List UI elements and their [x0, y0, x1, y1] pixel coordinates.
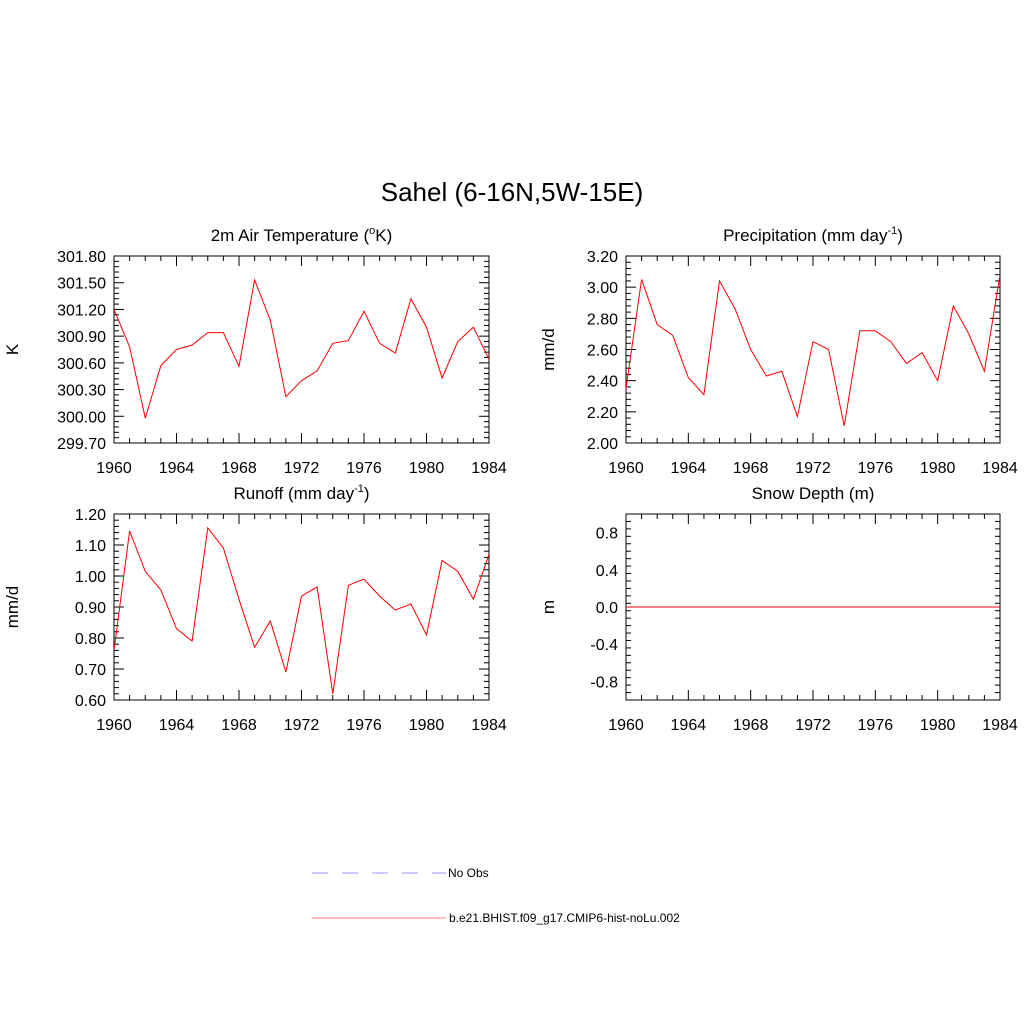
- x-tick-label: 1964: [671, 717, 707, 734]
- panel-title: Precipitation (mm day-1): [723, 225, 903, 245]
- y-tick-label: 2.40: [587, 374, 618, 391]
- x-tick-label: 1984: [982, 717, 1018, 734]
- y-tick-label: 2.60: [587, 343, 618, 360]
- y-tick-label: 1.00: [75, 569, 106, 586]
- x-tick-label: 1976: [858, 460, 894, 477]
- x-tick-label: 1964: [159, 460, 195, 477]
- panel-title: Snow Depth (m): [752, 484, 875, 503]
- x-tick-label: 1968: [221, 460, 257, 477]
- panel-3: Runoff (mm day-1) mm/d 1960 1964 1968 1972 197…: [3, 483, 507, 734]
- y-tick-label: 0.80: [75, 631, 106, 648]
- series-line: [114, 278, 489, 419]
- y-axis-label: m: [539, 600, 558, 614]
- figure-title: Sahel (6-16N,5W-15E): [381, 177, 644, 207]
- y-tick-label: -0.8: [590, 674, 618, 691]
- y-axis-label: K: [3, 343, 22, 355]
- plot-frame: [113, 255, 490, 444]
- y-axis-label: mm/d: [3, 586, 22, 629]
- x-tick-label: 1972: [284, 460, 320, 477]
- y-tick-label: 301.50: [57, 276, 106, 293]
- y-tick-label: 300.00: [57, 409, 106, 426]
- x-tick-label: 1960: [608, 717, 644, 734]
- x-tick-label: 1976: [858, 717, 894, 734]
- x-tick-label: 1972: [284, 717, 320, 734]
- y-tick-label: 0.60: [75, 693, 106, 710]
- x-tick-label: 1980: [920, 460, 956, 477]
- x-tick-label: 1960: [96, 717, 132, 734]
- x-tick-label: 1980: [409, 717, 445, 734]
- x-tick-label: 1968: [733, 460, 769, 477]
- x-tick-label: 1976: [346, 717, 382, 734]
- panel-title: 2m Air Temperature (oK): [211, 225, 393, 245]
- y-tick-label: 3.00: [587, 280, 618, 297]
- y-tick-label: 300.30: [57, 383, 106, 400]
- x-tick-label: 1968: [221, 717, 257, 734]
- panel-4: Snow Depth (m) m 1960 1964 1968 1972 1976 1980 1…: [539, 484, 1018, 734]
- y-tick-label: 0.4: [596, 563, 618, 580]
- y-tick-label: 2.20: [587, 405, 618, 422]
- x-tick-label: 1964: [159, 717, 195, 734]
- y-tick-label: 301.80: [57, 249, 106, 266]
- legend-label: No Obs: [448, 866, 489, 880]
- panels: 2m Air Temperature (oK) K 1960 1964 1968 1972…: [3, 225, 1018, 734]
- y-tick-label: 0.0: [596, 600, 618, 617]
- y-tick-label: 0.90: [75, 600, 106, 617]
- panel-2: Precipitation (mm day-1) mm/d 1960 1964 1968…: [539, 225, 1018, 477]
- legend: No Obs b.e21.BHIST.f09_g17.CMIP6-hist-noL…: [312, 866, 680, 925]
- x-tick-label: 1960: [608, 460, 644, 477]
- panel-title: Runoff (mm day-1): [233, 483, 369, 503]
- x-tick-label: 1984: [471, 460, 507, 477]
- y-tick-label: 299.70: [57, 436, 106, 453]
- series-line: [626, 274, 1000, 427]
- x-tick-label: 1968: [733, 717, 769, 734]
- y-tick-label: 0.70: [75, 662, 106, 679]
- x-tick-label: 1984: [471, 717, 507, 734]
- y-tick-label: 300.60: [57, 356, 106, 373]
- panel-1: 2m Air Temperature (oK) K 1960 1964 1968 1972…: [3, 225, 507, 477]
- x-tick-label: 1980: [920, 717, 956, 734]
- y-tick-label: 0.8: [596, 526, 618, 543]
- y-tick-label: 1.10: [75, 538, 106, 555]
- y-tick-label: 3.20: [587, 249, 618, 266]
- y-tick-label: 2.00: [587, 436, 618, 453]
- y-tick-label: 2.80: [587, 311, 618, 328]
- x-tick-label: 1960: [96, 460, 132, 477]
- x-tick-label: 1972: [795, 717, 831, 734]
- y-tick-label: 301.20: [57, 302, 106, 319]
- x-tick-label: 1984: [982, 460, 1018, 477]
- legend-label: b.e21.BHIST.f09_g17.CMIP6-hist-noLu.002: [449, 911, 680, 925]
- y-axis-label: mm/d: [539, 328, 558, 371]
- x-tick-label: 1972: [795, 460, 831, 477]
- x-tick-label: 1964: [671, 460, 707, 477]
- y-tick-label: 1.20: [75, 507, 106, 524]
- y-tick-label: -0.4: [590, 637, 618, 654]
- x-tick-label: 1976: [346, 460, 382, 477]
- series-line: [114, 526, 489, 694]
- x-tick-label: 1980: [409, 460, 445, 477]
- y-tick-label: 300.90: [57, 329, 106, 346]
